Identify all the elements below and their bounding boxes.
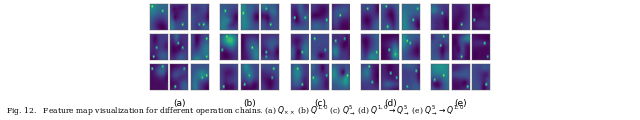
Text: (d): (d) bbox=[384, 99, 397, 108]
Text: (c): (c) bbox=[314, 99, 326, 108]
Text: Fig. 12.   Feature map visualization for different operation chains. (a) $Q_{\ti: Fig. 12. Feature map visualization for d… bbox=[6, 103, 465, 118]
Text: (b): (b) bbox=[243, 99, 256, 108]
Text: (e): (e) bbox=[454, 99, 467, 108]
Text: (a): (a) bbox=[173, 99, 186, 108]
